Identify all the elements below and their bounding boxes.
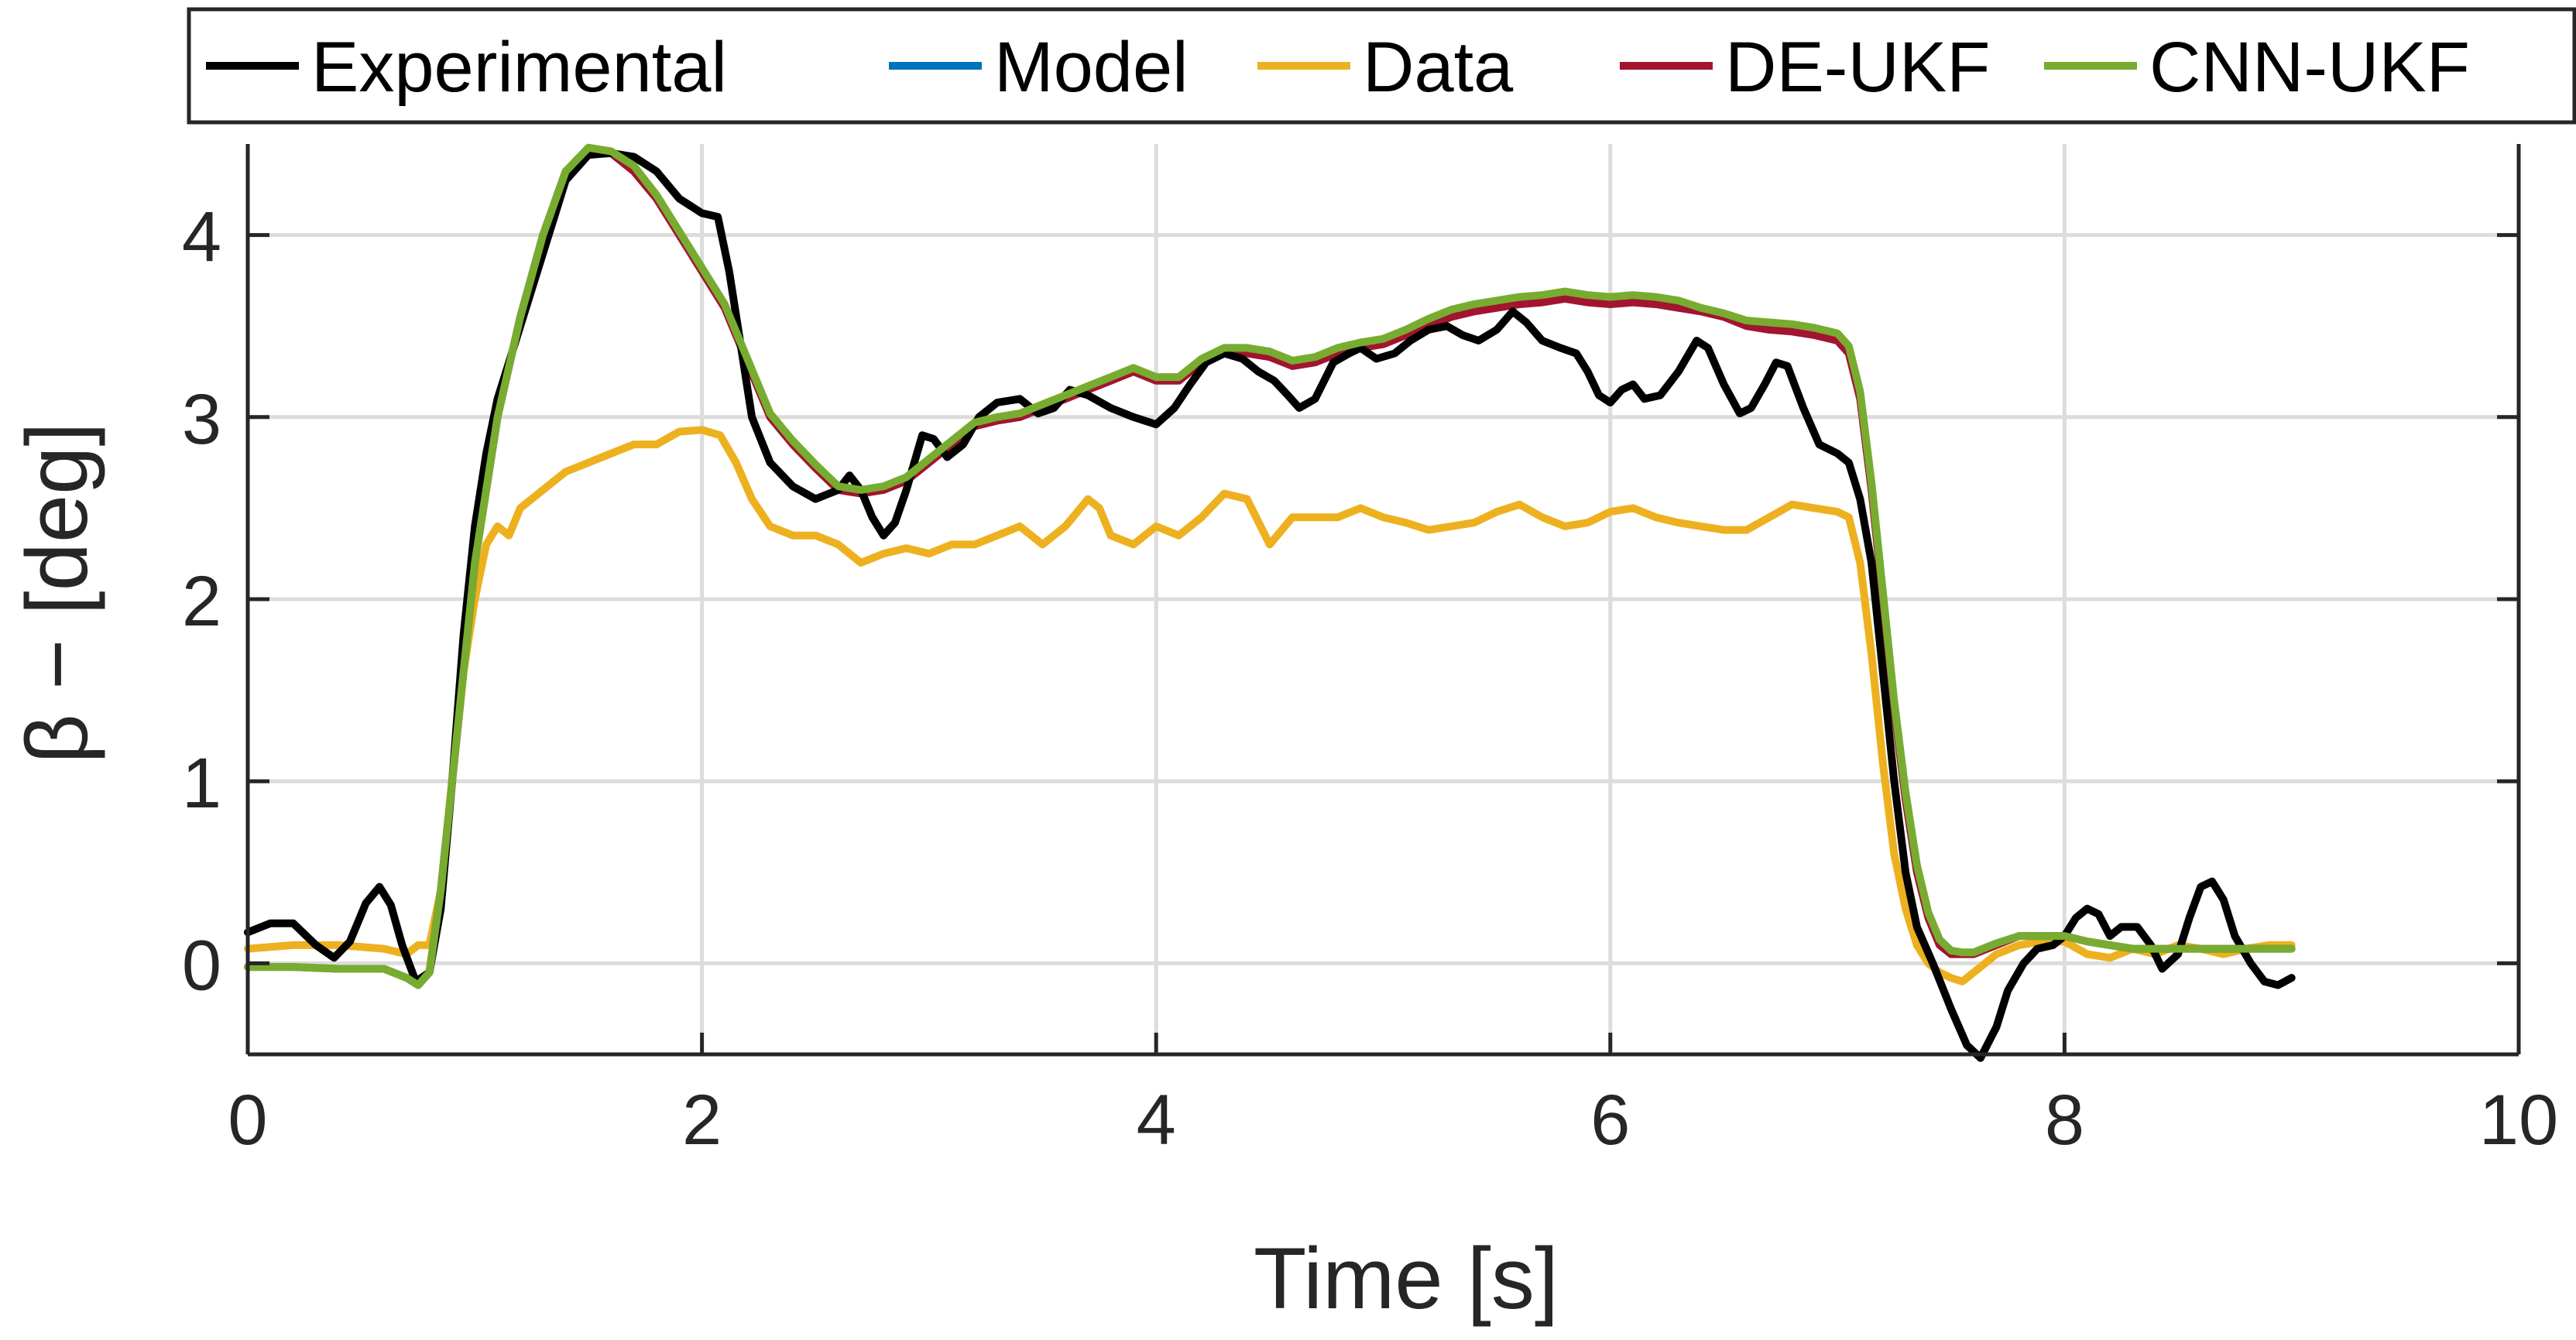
legend-label-cnn-ukf: CNN-UKF: [2149, 28, 2470, 107]
y-tick-label: 4: [182, 198, 221, 277]
legend-label-de-ukf: DE-UKF: [1725, 28, 1990, 107]
tick-labels: 0 2 4 6 8 10 0 1 2 3 4: [182, 198, 2558, 1160]
legend: Experimental Model Data DE-UKF CNN-UKF: [187, 7, 2576, 125]
x-tick-label: 2: [682, 1081, 722, 1160]
grid-lines: [245, 144, 2521, 1054]
y-tick-label: 1: [182, 744, 221, 823]
series-experimental: [244, 149, 2296, 1062]
y-tick-label: 0: [182, 926, 221, 1005]
x-tick-label: 8: [2045, 1081, 2084, 1160]
y-tick-label: 3: [182, 380, 221, 459]
x-tick-label: 10: [2479, 1081, 2558, 1160]
y-tick-label: 2: [182, 562, 221, 641]
x-tick-label: 0: [228, 1081, 267, 1160]
legend-label-model: Model: [994, 28, 1189, 107]
y-axis-title: β − [deg]: [9, 422, 105, 763]
series-cnn-ukf: [244, 143, 2296, 989]
x-tick-label: 6: [1590, 1081, 1630, 1160]
axes: [245, 144, 2521, 1057]
legend-box: [187, 7, 2576, 125]
series-lines: [244, 143, 2296, 1062]
legend-label-data: Data: [1363, 28, 1514, 107]
x-tick-label: 4: [1137, 1081, 1176, 1160]
series-de-ukf: [244, 146, 2296, 989]
legend-label-experimental: Experimental: [311, 28, 727, 107]
series-data: [244, 426, 2296, 985]
x-axis-title: Time [s]: [1254, 1230, 1559, 1327]
